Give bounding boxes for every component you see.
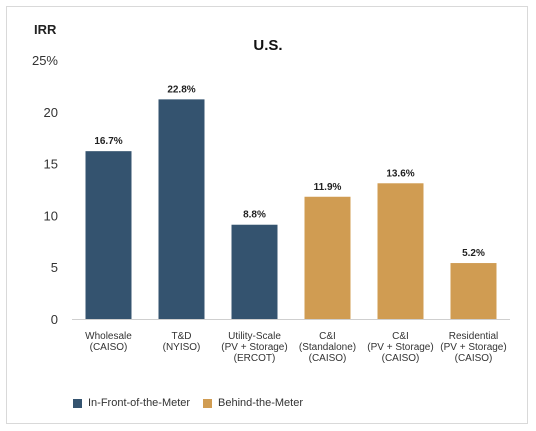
- legend-label-behind: Behind-the-Meter: [218, 397, 303, 409]
- bar: [450, 263, 497, 319]
- legend-label-in-front: In-Front-of-the-Meter: [88, 397, 191, 409]
- y-tick-label: 10: [44, 208, 58, 223]
- data-label: 8.8%: [243, 210, 266, 221]
- bar: [377, 183, 424, 319]
- data-label: 22.8%: [167, 84, 195, 95]
- legend-item-in-front: In-Front-of-the-Meter: [73, 397, 190, 409]
- y-tick-label: 5: [51, 260, 58, 275]
- x-tick-label: C&I (Standalone) (CAISO): [299, 331, 356, 364]
- x-tick-label: C&I (PV + Storage) (CAISO): [367, 331, 433, 364]
- chart-title: U.S.: [253, 37, 283, 54]
- y-tick-label: 25%: [32, 53, 58, 68]
- data-label: 5.2%: [462, 248, 485, 259]
- y-tick-label: 15: [44, 157, 58, 172]
- bar: [304, 196, 351, 319]
- chart-frame: [6, 6, 528, 424]
- x-tick-label: Residential (PV + Storage) (CAISO): [440, 331, 506, 364]
- x-tick-label: Utility-Scale (PV + Storage) (ERCOT): [221, 331, 287, 364]
- x-tick-label: T&D (NYISO): [163, 331, 201, 353]
- data-label: 16.7%: [94, 136, 122, 147]
- bar: [231, 224, 278, 319]
- bar: [158, 99, 205, 319]
- legend-swatch-behind: [203, 398, 212, 408]
- legend-item-behind: Behind-the-Meter: [203, 397, 303, 409]
- x-tick-label: Wholesale (CAISO): [85, 331, 132, 353]
- y-tick-label: 0: [51, 312, 58, 327]
- y-axis-title: IRR: [34, 22, 57, 37]
- data-label: 11.9%: [314, 182, 342, 193]
- y-tick-label: 20: [44, 105, 58, 120]
- data-label: 13.6%: [386, 168, 414, 179]
- legend-swatch-in-front: [73, 398, 82, 408]
- bar: [85, 151, 132, 319]
